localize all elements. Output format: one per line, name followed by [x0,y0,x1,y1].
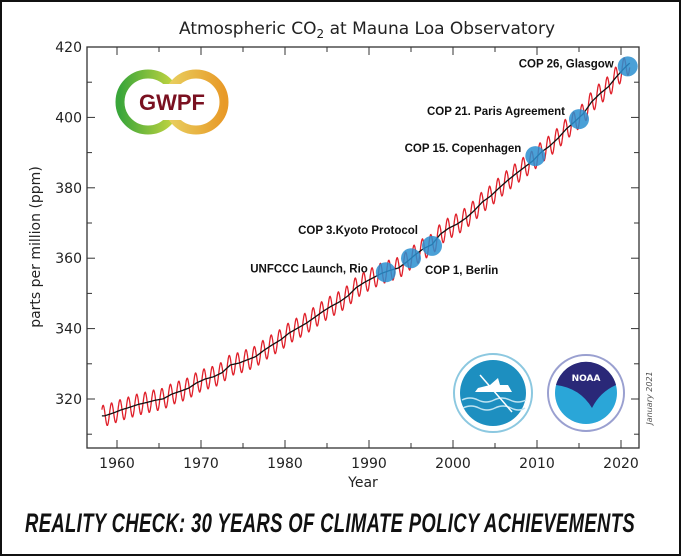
x-tick-label: 1960 [99,456,135,472]
event-label: COP 21. Paris Agreement [427,106,565,118]
x-tick-label: 1980 [267,456,303,472]
x-tick-label: 1990 [351,456,387,472]
y-tick-label: 420 [55,40,82,56]
date-note: January 2021 [645,371,654,426]
gwpf-logo-text: GWPF [139,90,205,115]
noaa-logo-text: NOAA [572,374,601,384]
x-tick-label: 2000 [435,456,471,472]
event-marker [401,248,421,269]
y-tick-label: 360 [55,251,82,267]
event-marker [569,109,589,130]
chart-title: Atmospheric CO2 at Mauna Loa Observatory [179,19,555,41]
y-tick-label: 400 [55,110,82,126]
event-marker [617,56,638,77]
event-label: COP 26, Glasgow [519,58,614,70]
x-tick-label: 2010 [519,456,555,472]
gwpf-logo: GWPF [115,69,229,135]
x-tick-label: 2020 [603,456,639,472]
event-label: COP 15. Copenhagen [405,143,522,155]
noaa-logo: NOAA [547,354,625,432]
scripps-logo [453,353,533,433]
y-tick-label: 340 [55,322,82,338]
plot-area [86,46,640,449]
x-tick-label: 1970 [183,456,219,472]
event-marker [422,235,442,256]
x-axis-label: Year [347,475,378,491]
y-tick-label: 320 [55,392,82,408]
event-label: COP 3.Kyoto Protocol [298,225,418,237]
event-marker [525,146,546,167]
event-marker [375,262,396,283]
event-label: UNFCCC Launch, Rio [250,263,368,275]
event-label: COP 1, Berlin [425,265,498,277]
y-axis-label: parts per million (ppm) [28,166,44,328]
y-tick-label: 380 [55,181,82,197]
caption: REALITY CHECK: 30 YEARS OF CLIMATE POLIC… [25,508,635,538]
